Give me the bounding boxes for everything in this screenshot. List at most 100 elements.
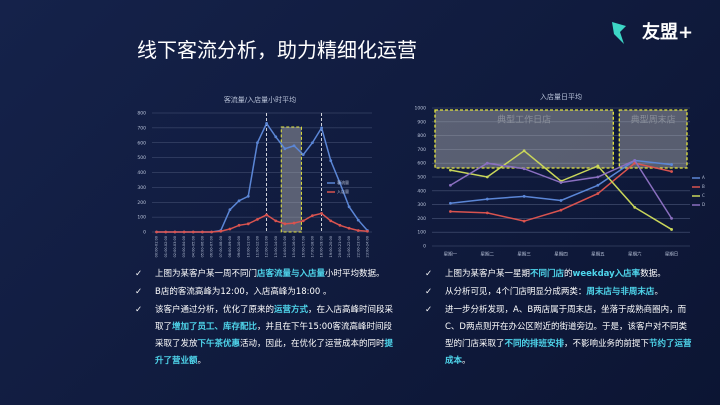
text-run: 数据。 <box>640 269 666 279</box>
data-point <box>301 153 305 157</box>
data-point <box>347 226 351 230</box>
legend-label: 客流量 <box>337 179 349 185</box>
check-icon: ✓ <box>135 305 143 315</box>
text-run: 不同门店 <box>530 269 565 279</box>
data-point <box>210 230 213 234</box>
data-point <box>596 192 600 195</box>
x-tick-label: 星期三 <box>517 252 531 258</box>
y-tick-label: 800 <box>137 111 146 117</box>
x-tick-label: 04:00-05:00 <box>191 236 195 257</box>
x-tick-label: 13:00-14:00 <box>274 236 278 257</box>
data-point <box>228 227 232 231</box>
data-point <box>265 122 268 125</box>
data-point <box>670 170 673 173</box>
bullet: ✓ B店的客流高峰为12:00，入店高峰为18:00 。 <box>135 284 400 301</box>
slide-title: 线下客流分析，助力精细化运营 <box>137 38 417 62</box>
series-line <box>156 212 368 233</box>
data-point <box>292 221 296 225</box>
data-point <box>274 135 278 139</box>
data-point <box>237 223 241 227</box>
text-run: 该客户通过分析，优化了原来的 <box>155 305 275 315</box>
data-point <box>356 229 360 232</box>
data-point <box>182 230 186 234</box>
data-point <box>256 217 259 221</box>
data-point <box>301 219 305 223</box>
text-run: 店客流量与入店量 <box>257 269 326 279</box>
text-run: ，并且在下午15:00客流高峰时间段采取了发放 <box>155 322 393 349</box>
data-point <box>311 141 314 145</box>
text-run: weekday入店率 <box>572 269 641 279</box>
y-tick-label: 0 <box>143 230 146 236</box>
x-tick-label: 22:00-23:00 <box>356 236 360 257</box>
x-tick-label: 19:00-20:00 <box>329 236 333 257</box>
x-tick-label: 05:00-06:00 <box>200 236 204 257</box>
data-point <box>559 199 563 202</box>
data-point <box>347 205 351 209</box>
x-tick-label: 11:00-12:00 <box>255 236 259 257</box>
data-point <box>670 217 673 220</box>
y-tick-label: 100 <box>417 230 426 236</box>
annotation: 典型工作日店 <box>497 114 551 126</box>
y-tick-label: 800 <box>417 133 426 139</box>
legend-label: D <box>702 202 705 207</box>
text-run: 小时平均数据。 <box>325 269 385 279</box>
y-tick-label: 700 <box>417 147 426 153</box>
y-tick-label: 500 <box>417 175 426 181</box>
data-point <box>522 167 526 171</box>
x-tick-label: 12:00-13:00 <box>265 236 269 257</box>
bullet-text: 进一步分析发现，A、B两店属于周末店，坐落于成熟商圈内，而C、D两点则开在办公区… <box>445 302 695 370</box>
data-point <box>596 183 600 187</box>
logo-icon <box>612 22 626 44</box>
bullet: ✓ 该客户通过分析，优化了原来的运营方式，在入店高峰时间段采取了增加了员工、库存配… <box>135 302 400 370</box>
text-run: 。 <box>654 287 663 297</box>
data-point <box>485 197 489 201</box>
x-tick-label: 08:00-09:00 <box>228 236 232 257</box>
data-point <box>237 199 241 203</box>
data-point <box>449 210 452 213</box>
text-run: 不同的排班安排 <box>504 339 565 349</box>
legend-label: B <box>702 184 705 189</box>
y-tick-label: 700 <box>137 125 146 131</box>
x-tick-label: 16:00-17:00 <box>301 236 305 257</box>
bullet: ✓ 上图为某客户某一周不同门店客流量与入店量小时平均数据。 <box>135 266 400 283</box>
annotation: 典型周末店 <box>631 114 676 126</box>
x-tick-label: 00:00-01:00 <box>155 236 159 257</box>
text-run: 从分析可见，4个门店明显分成两类： <box>445 287 587 297</box>
y-tick-label: 900 <box>417 119 426 125</box>
bullet: ✓ 进一步分析发现，A、B两店属于周末店，坐落于成熟商圈内，而C、D两点则开在办公… <box>425 302 695 370</box>
text-run: ，在入店高峰时间段采取了 <box>155 305 394 332</box>
data-point <box>596 164 600 168</box>
x-tick-label: 14:00-15:00 <box>283 236 287 257</box>
x-tick-label: 星期五 <box>591 252 605 258</box>
series-line <box>450 162 672 222</box>
check-icon: ✓ <box>425 287 433 297</box>
data-point <box>522 194 526 198</box>
x-tick-label: 06:00-07:00 <box>210 236 214 257</box>
data-point <box>292 144 296 148</box>
bullet: ✓ 上图为某客户某一星期不同门店的weekday入店率数据。 <box>425 266 695 283</box>
data-point <box>449 183 452 187</box>
data-point <box>338 181 342 185</box>
data-point <box>329 219 333 223</box>
y-tick-label: 500 <box>137 155 146 161</box>
text-run: 上图为某客户某一周不同门 <box>155 269 258 279</box>
text-run: 下午茶优惠 <box>197 339 241 349</box>
text-run: 增加了员工、库存配比 <box>172 322 258 332</box>
data-point <box>228 208 232 212</box>
x-tick-label: 星期二 <box>481 252 495 258</box>
data-point <box>449 168 452 172</box>
data-point <box>485 161 489 165</box>
data-point <box>191 230 195 234</box>
legend-label: C <box>702 193 705 198</box>
data-point <box>155 230 158 234</box>
data-point <box>559 208 563 212</box>
logo: 友盟+ <box>630 18 693 44</box>
text-run: 提升了营业额 <box>155 339 394 366</box>
data-point <box>219 229 223 233</box>
check-icon: ✓ <box>135 287 143 297</box>
data-point <box>329 159 333 163</box>
x-tick-label: 23:00-24:00 <box>365 236 369 257</box>
y-tick-label: 200 <box>137 200 146 206</box>
data-point <box>173 230 177 234</box>
